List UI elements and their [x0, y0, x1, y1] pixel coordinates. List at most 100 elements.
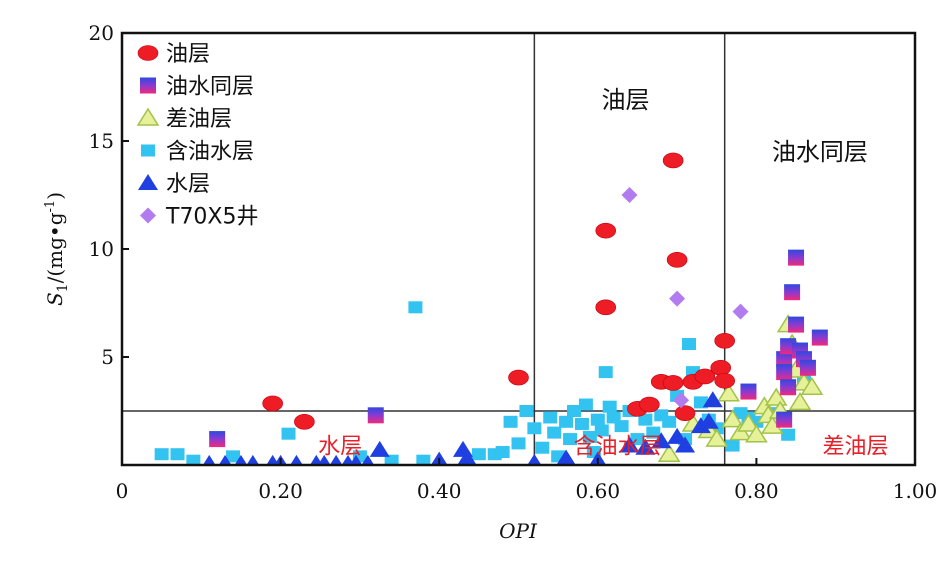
data-point	[503, 415, 518, 428]
legend-item: T70X5井	[140, 205, 259, 230]
data-point	[556, 449, 576, 465]
data-point	[800, 376, 824, 395]
data-point	[666, 251, 688, 268]
legend-marker	[140, 77, 156, 94]
legend-label: T70X5井	[165, 205, 259, 230]
data-point	[662, 152, 684, 169]
legend-item: 油层	[137, 42, 210, 67]
data-point	[559, 415, 574, 428]
data-point	[582, 430, 597, 443]
legend-marker	[137, 45, 159, 61]
data-point	[309, 454, 323, 465]
data-point	[702, 391, 723, 408]
data-point	[508, 369, 529, 386]
data-point	[781, 428, 796, 441]
data-point	[384, 454, 399, 465]
data-point	[595, 222, 617, 239]
legend-marker	[140, 207, 156, 224]
data-point	[714, 332, 735, 349]
data-point	[788, 316, 805, 333]
data-point	[694, 368, 716, 385]
data-point	[535, 441, 550, 454]
data-point	[547, 426, 562, 439]
data-point	[329, 454, 343, 465]
data-point	[646, 426, 661, 439]
data-point	[717, 383, 740, 402]
legend-item: 油水同层	[140, 75, 254, 100]
data-point	[416, 454, 431, 465]
data-point	[408, 301, 423, 314]
data-point	[598, 366, 613, 379]
data-point	[619, 436, 640, 453]
data-point	[294, 413, 315, 430]
svg-text:S1/(mg•g-1): S1/(mg•g-1)	[43, 192, 71, 306]
data-point	[361, 454, 375, 465]
data-point	[740, 383, 757, 400]
data-point	[471, 448, 486, 461]
data-point	[674, 405, 696, 421]
data-point	[202, 454, 216, 465]
region-label: 差油层	[823, 435, 889, 460]
data-point	[614, 420, 629, 433]
legend-marker	[141, 144, 155, 157]
data-point	[776, 351, 793, 368]
legend-label: 油层	[166, 42, 210, 67]
y-tick-label: 20	[89, 21, 114, 45]
x-tick-label: 0.60	[576, 479, 621, 503]
y-axis-title-sub: 1	[55, 283, 71, 292]
data-point	[776, 411, 793, 428]
data-point	[511, 437, 526, 450]
data-point	[563, 433, 578, 446]
data-point	[266, 454, 279, 465]
data-point	[657, 443, 681, 462]
y-axis-title-main: S	[43, 292, 67, 306]
region-label: 油层	[602, 86, 650, 114]
data-point	[811, 329, 828, 346]
y-axis-title: S1/(mg•g-1)	[43, 192, 71, 306]
axis-ticks: 0 0.20 0.40 0.60 0.80 1.00 5 10 15 20	[89, 21, 938, 503]
x-tick-label: 1.00	[893, 479, 938, 503]
data-point	[349, 454, 363, 465]
data-point	[543, 411, 558, 424]
data-point	[681, 338, 696, 351]
data-point	[725, 439, 740, 452]
data-point	[662, 415, 677, 428]
data-point	[690, 417, 711, 434]
data-point	[764, 387, 788, 406]
data-point	[527, 453, 542, 465]
data-point	[673, 392, 690, 409]
legend-marker	[136, 107, 160, 126]
data-point	[154, 448, 169, 461]
data-point	[714, 372, 735, 389]
data-point	[590, 413, 605, 426]
legend-label: 水层	[166, 172, 210, 197]
data-point	[721, 409, 744, 428]
x-tick-label: 0.20	[258, 479, 303, 503]
data-point	[170, 448, 185, 461]
series-group	[621, 187, 749, 409]
data-point	[367, 407, 384, 424]
legend-item: 水层	[138, 172, 210, 197]
data-point	[662, 375, 684, 391]
data-point	[218, 454, 232, 465]
data-point	[669, 290, 686, 307]
x-tick-label: 0	[116, 479, 129, 503]
data-point	[602, 400, 617, 413]
data-point	[234, 454, 248, 465]
y-tick-label: 15	[89, 129, 114, 153]
data-point	[246, 454, 260, 465]
data-point	[737, 413, 760, 432]
data-point	[262, 395, 283, 412]
data-point	[594, 424, 609, 437]
data-point	[567, 405, 582, 417]
data-point	[780, 379, 797, 396]
data-point	[784, 284, 801, 301]
data-point	[638, 413, 653, 426]
data-point	[630, 433, 645, 446]
series-group	[262, 152, 735, 430]
data-point	[776, 364, 793, 381]
x-axis-title: OPI	[499, 519, 538, 543]
data-point	[788, 249, 805, 266]
